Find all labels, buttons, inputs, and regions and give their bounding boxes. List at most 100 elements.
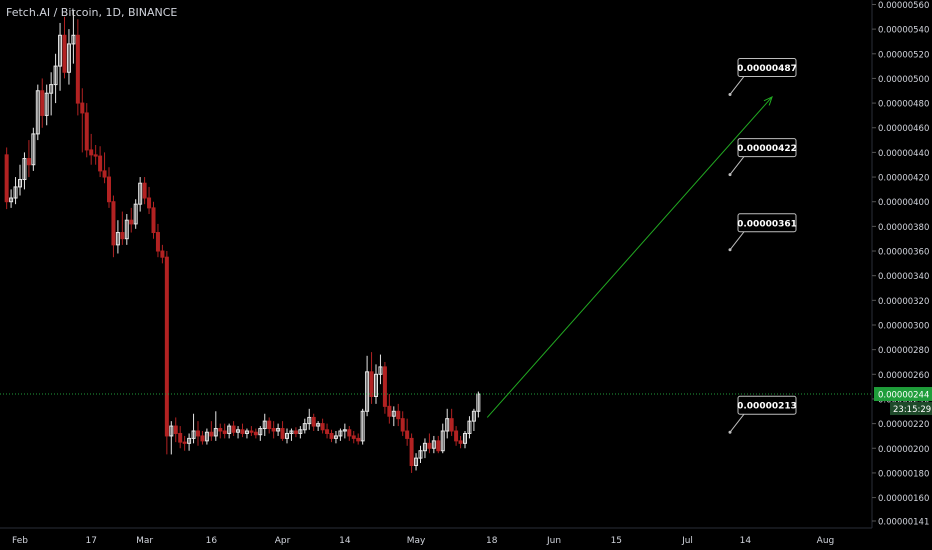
candle-up <box>115 220 120 254</box>
price-tick-label: 0.00000380 <box>878 223 929 233</box>
candle-body <box>213 428 218 437</box>
candle-body <box>200 435 205 442</box>
price-tick-label: 0.00000300 <box>878 321 929 331</box>
price-axis[interactable]: 0.00000560 0.00000540 0.00000520 0.00000500… <box>871 0 932 528</box>
candle-body <box>111 201 116 246</box>
callout-anchor <box>728 430 732 434</box>
candle-body <box>178 432 183 443</box>
time-tick-label: 14 <box>740 536 752 546</box>
candle-body <box>187 437 192 444</box>
candle-down <box>382 361 387 414</box>
candle-down <box>280 421 285 441</box>
candle-body <box>164 256 169 437</box>
candle-body <box>449 418 454 432</box>
candle-up <box>22 152 27 190</box>
candle-body <box>396 410 401 420</box>
candle-body <box>347 429 352 437</box>
candle-body <box>115 232 120 246</box>
price-tick-label: 0.00000440 <box>878 149 929 159</box>
candle-body <box>329 432 334 439</box>
callout-pointer <box>729 76 745 95</box>
callout-box <box>737 57 797 77</box>
candle-up <box>302 418 307 434</box>
price-badge-bg <box>874 387 932 402</box>
candle-down <box>400 411 405 436</box>
candle-up <box>227 423 232 439</box>
candle-body <box>129 219 134 225</box>
candle-down <box>218 423 223 439</box>
candle-down <box>40 78 45 128</box>
candle-down <box>196 421 200 446</box>
price-tick-label: 0.00000340 <box>878 272 929 282</box>
candle-body <box>333 435 338 439</box>
candle-down <box>458 435 463 449</box>
candle-down <box>240 423 245 438</box>
candle-down <box>142 177 147 205</box>
candle-body <box>445 418 450 432</box>
callout-anchor <box>728 248 732 252</box>
candle-body <box>44 92 49 116</box>
plot-area <box>4 10 481 473</box>
candle-up <box>187 433 192 451</box>
candle-up <box>333 431 338 444</box>
candle-down <box>160 244 165 264</box>
callout-box <box>737 213 797 233</box>
candle-body <box>151 207 156 234</box>
candle-down <box>111 195 116 258</box>
time-tick-label: Mar <box>136 536 153 546</box>
candle-down <box>271 421 276 439</box>
price-tick-label: 0.00000320 <box>878 297 929 307</box>
candle-body <box>4 154 9 203</box>
candle-up <box>285 428 289 444</box>
drawing-overlay: 0.00000487 0.00000422 0.00000361 0.00000213 <box>0 57 872 434</box>
candle-body <box>382 366 387 407</box>
projection-arrow[interactable] <box>486 96 773 418</box>
candle-body <box>316 423 321 427</box>
countdown-label: 23:15:29 <box>893 405 931 415</box>
candle-up <box>467 416 472 439</box>
price-tick-label: 0.00000160 <box>878 494 929 504</box>
candle-body <box>204 431 209 442</box>
callout-anchor <box>728 92 732 96</box>
candle-down <box>222 423 227 439</box>
candle-down <box>351 431 356 444</box>
candle-body <box>155 232 160 252</box>
candle-down <box>93 145 98 165</box>
price-callout[interactable]: 0.00000213 <box>728 395 797 434</box>
candle-up <box>463 431 467 449</box>
arrow-head <box>763 95 773 106</box>
candle-down <box>325 423 330 439</box>
candle-body <box>463 432 467 444</box>
candle-down <box>120 211 125 245</box>
candle-body <box>414 457 419 467</box>
candle-up <box>53 53 58 104</box>
price-tick-label: 0.00000500 <box>878 75 929 85</box>
candle-up <box>289 428 294 441</box>
time-tick-label: 17 <box>85 536 96 546</box>
candle-down <box>387 394 392 424</box>
callout-pointer <box>729 156 745 175</box>
candle-body <box>35 90 40 135</box>
candle-up <box>378 354 383 385</box>
candle-body <box>249 430 254 433</box>
time-axis[interactable]: Feb 17 Mar 16 Apr 14 May 18 Jun 15 Jul 14 Aug <box>0 527 872 546</box>
price-tick-label: 0.00000260 <box>878 371 929 381</box>
price-callout[interactable]: 0.00000487 <box>728 57 797 96</box>
candle-down <box>129 207 134 233</box>
candle-up <box>422 438 427 459</box>
candle-down <box>356 433 361 445</box>
candle-body <box>387 405 392 417</box>
candle-down <box>449 408 454 436</box>
price-callout[interactable]: 0.00000422 <box>728 138 797 177</box>
candle-body <box>191 430 196 439</box>
candle-body <box>365 371 370 412</box>
time-tick-label: 16 <box>206 536 218 546</box>
candle-body <box>302 423 307 431</box>
candle-up <box>338 428 343 441</box>
candle-body <box>160 250 165 258</box>
candle-body <box>258 428 263 436</box>
candle-body <box>240 429 245 434</box>
price-tick-label: 0.00000480 <box>878 100 929 110</box>
price-callout[interactable]: 0.00000361 <box>728 213 797 252</box>
